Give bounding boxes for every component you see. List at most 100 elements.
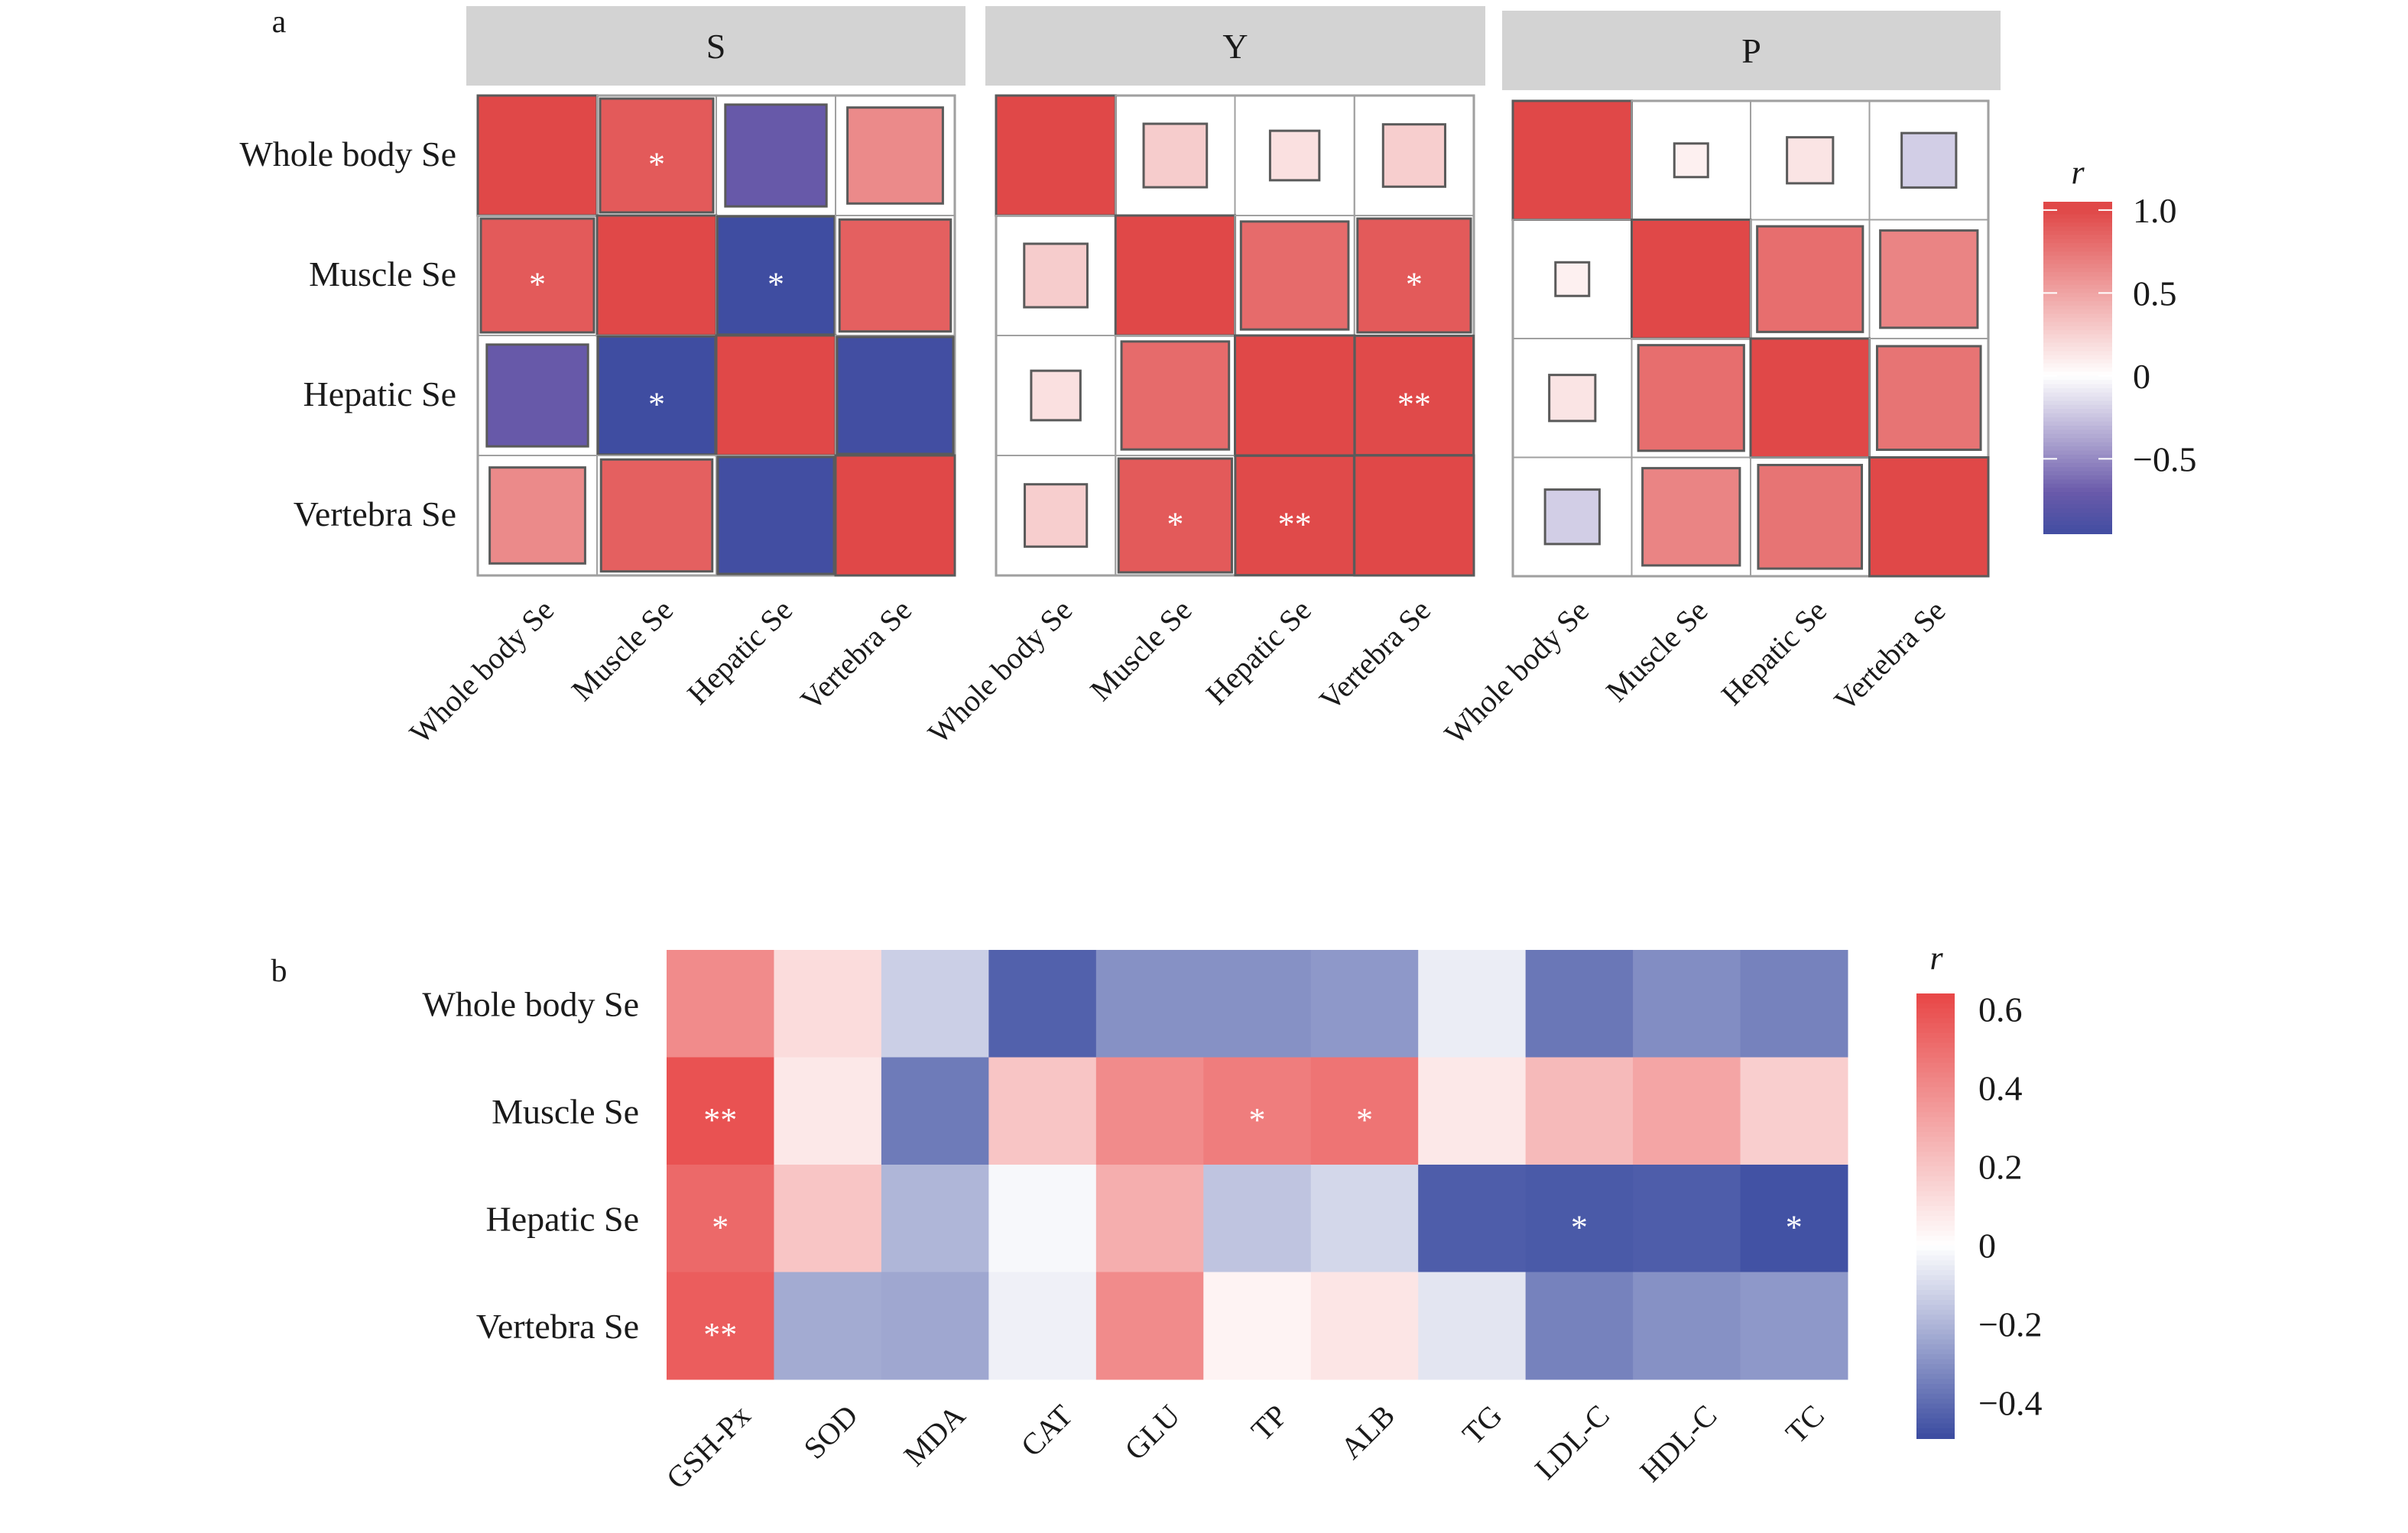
legend-gradient-step (1916, 993, 1955, 1000)
corr-square (1511, 99, 1633, 221)
corr-square (1268, 129, 1321, 182)
legend-gradient-step (2043, 339, 2112, 344)
facet-p: P Whole body Se Muscle Se Hepatic SeVertebr… (1438, 11, 2001, 751)
heatmap-cell (667, 1165, 774, 1272)
corr-square (1554, 261, 1591, 297)
legend-gradient-step (2043, 421, 2112, 426)
significance-marker: * (1249, 1101, 1266, 1139)
legend-gradient-step (1916, 1028, 1955, 1034)
significance-marker: * (648, 386, 665, 423)
legend-gradient-step (2043, 313, 2112, 319)
corr-square (836, 335, 955, 455)
legend-gradient-step (2043, 230, 2112, 236)
corr-square (1673, 142, 1709, 179)
heatmap-cell (1740, 1165, 1848, 1272)
legend-gradient-step (1916, 1072, 1955, 1078)
legend-gradient-step (1916, 1433, 1955, 1439)
heatmap-cell (1525, 950, 1634, 1058)
legend-gradient-step (2043, 317, 2112, 323)
legend-gradient-step (1916, 1107, 1955, 1113)
legend-gradient-step (2043, 276, 2112, 282)
legend-gradient-step (2043, 375, 2112, 381)
legend-gradient-step (1916, 1151, 1955, 1158)
legend-gradient-step (2043, 450, 2112, 455)
legend-gradient-step (2043, 396, 2112, 402)
x-axis-label: Muscle Se (1083, 592, 1198, 707)
legend-gradient-step (1916, 1359, 1955, 1365)
corr-square (1023, 242, 1089, 309)
legend-gradient-step (1916, 1250, 1955, 1256)
heatmap-cell (1095, 1165, 1204, 1272)
legend-tick-label: 0.5 (2133, 274, 2177, 313)
panel-label-b: b (271, 954, 287, 989)
legend-gradient-step (1916, 1077, 1955, 1084)
legend-gradient-step (2043, 500, 2112, 506)
legend-gradient-step (1916, 1354, 1955, 1360)
corr-square (1353, 454, 1475, 577)
heatmap-cell (1418, 1165, 1527, 1272)
legend-gradient-step (2043, 384, 2112, 390)
corr-square (834, 454, 956, 577)
heatmap-cell (1633, 1165, 1741, 1272)
heatmap-cell (1310, 950, 1419, 1058)
corr-square (1749, 337, 1871, 459)
legend-gradient-step (2043, 459, 2112, 464)
legend-gradient-step (2043, 209, 2112, 216)
x-axis-label: MDA (897, 1398, 972, 1473)
legend-b: r 0.6 0.4 0.2 0 −0.2 −0.4 (1916, 939, 2042, 1439)
legend-gradient-step (1916, 1349, 1955, 1356)
x-axis-label: Vertebra Se (793, 592, 918, 717)
x-axis-label: CAT (1014, 1398, 1079, 1463)
legend-gradient-step (1916, 1403, 1955, 1410)
legend-gradient-step (1916, 1285, 1955, 1291)
heatmap-b: ** * ** * *** (667, 950, 1848, 1380)
legend-gradient-step (2043, 483, 2112, 489)
heatmap-cell (1095, 1272, 1204, 1380)
legend-gradient-step (2043, 462, 2112, 468)
legend-gradient-step (2043, 293, 2112, 298)
legend-gradient-step (1916, 1201, 1955, 1207)
legend-gradient-step (1916, 1270, 1955, 1276)
legend-gradient-step (2043, 368, 2112, 373)
x-axis-label: SOD (797, 1398, 864, 1465)
legend-gradient-step (2043, 525, 2112, 530)
heatmap-cell (774, 950, 882, 1058)
legend-gradient-step (1916, 1329, 1955, 1336)
legend-gradient-step (2043, 267, 2112, 274)
x-axis-label: Vertebra Se (1827, 593, 1952, 718)
legend-gradient-step (2043, 214, 2112, 219)
corr-square (1120, 340, 1231, 451)
legend-gradient-step (1916, 1142, 1955, 1148)
x-axis-label: Hepatic Se (1715, 593, 1833, 711)
corr-square (1114, 214, 1236, 337)
heatmap-cell (1310, 1272, 1419, 1380)
legend-gradient-step (1916, 1068, 1955, 1074)
corr-square (1353, 334, 1475, 457)
heatmap-cell (1418, 950, 1527, 1058)
significance-marker: ** (703, 1101, 737, 1139)
legend-gradient-step (1916, 1191, 1955, 1198)
x-axis-label: ALB (1334, 1398, 1401, 1465)
legend-gradient-step (1916, 1018, 1955, 1024)
legend-gradient-step (1916, 1166, 1955, 1172)
legend-gradient-step (1916, 1299, 1955, 1306)
legend-gradient-step (1916, 1344, 1955, 1350)
corr-square (1631, 219, 1752, 340)
legend-gradient-step (1916, 1211, 1955, 1217)
legend-gradient-step (1916, 1373, 1955, 1380)
legend-gradient-step (2043, 342, 2112, 348)
y-axis-label: Whole body Se (239, 135, 456, 173)
legend-tick-label: −0.4 (1978, 1384, 2042, 1423)
legend-gradient-step (2043, 351, 2112, 356)
x-axis-label: TP (1245, 1398, 1294, 1447)
legend-gradient-step (2043, 446, 2112, 452)
y-axis-label: Muscle Se (492, 1092, 639, 1131)
facet-strip-label: S (706, 27, 726, 66)
facet-strip-label: P (1741, 31, 1761, 70)
heatmap-cell (1740, 950, 1848, 1058)
corr-square (1879, 229, 1979, 329)
legend-gradient-step (1916, 1305, 1955, 1311)
legend-gradient-step (1916, 1008, 1955, 1014)
legend-gradient-step (2043, 438, 2112, 443)
legend-gradient-step (1916, 1369, 1955, 1375)
